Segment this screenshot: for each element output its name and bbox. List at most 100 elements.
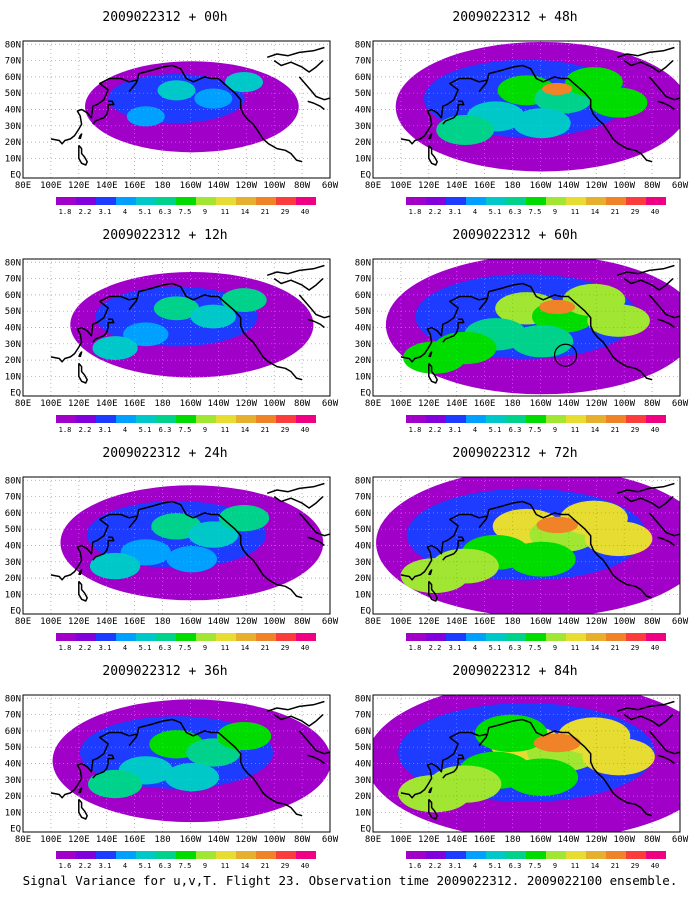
colorbar-label: 7.5 — [529, 208, 542, 216]
contour-band — [92, 336, 138, 360]
lat-tick-label: 50N — [355, 525, 371, 535]
coastline — [92, 536, 115, 561]
colorbar-label: 7.5 — [529, 862, 542, 870]
map-gridlines — [23, 695, 330, 832]
lon-tick-label: 140W — [558, 617, 580, 627]
lon-tick-label: 80W — [294, 835, 311, 845]
coastline — [657, 536, 675, 547]
colorbar-swatch — [406, 197, 426, 205]
colorbar-label: 21 — [261, 644, 269, 652]
coastline — [400, 64, 653, 163]
lon-tick-label: 80E — [365, 181, 381, 191]
contour-band — [542, 82, 573, 95]
lat-tick-label: 80N — [355, 258, 371, 268]
lon-tick-label: 80E — [15, 181, 31, 191]
panel-title: 2009022312 + 00h — [102, 10, 228, 25]
lat-tick-label: 20N — [5, 138, 21, 148]
coastline — [307, 536, 325, 547]
colorbar-swatch — [56, 415, 76, 423]
colorbar-label: 21 — [611, 208, 619, 216]
lon-tick-label: 180 — [504, 181, 520, 191]
colorbar-swatch — [76, 851, 96, 859]
colorbar-swatch — [586, 851, 606, 859]
colorbar-label: 40 — [301, 426, 309, 434]
lat-tick-label: 30N — [355, 558, 371, 568]
coastline — [50, 718, 303, 817]
map-frame — [22, 40, 331, 179]
coastline — [78, 133, 83, 140]
coastline — [442, 318, 465, 343]
colorbar-swatch — [276, 415, 296, 423]
colorbar-label: 9 — [553, 862, 557, 870]
coastlines — [50, 482, 330, 602]
map-frame — [372, 40, 681, 179]
colorbar-label: 6.3 — [159, 644, 172, 652]
coastline — [78, 580, 88, 602]
colorbar-swatch — [136, 633, 156, 641]
colorbar-label: 29 — [631, 208, 639, 216]
lon-tick-label: 100E — [390, 399, 412, 409]
colorbar-label: 7.5 — [179, 644, 192, 652]
colorbar-label: 3.1 — [99, 426, 112, 434]
colorbar-label: 4 — [473, 862, 477, 870]
lon-tick-label: 120W — [235, 399, 257, 409]
lon-tick-label: 80E — [15, 835, 31, 845]
map-gridlines — [373, 41, 680, 178]
colorbar-swatch — [466, 415, 486, 423]
lat-tick-label: 30N — [5, 340, 21, 350]
coastline — [428, 798, 438, 820]
coastlines — [50, 264, 330, 384]
coastline — [623, 277, 674, 291]
lat-tick-label: 50N — [5, 89, 21, 99]
colorbar-swatch — [196, 197, 216, 205]
colorbar-swatch — [96, 633, 116, 641]
colorbar-label: 6.3 — [159, 426, 172, 434]
lat-tick-label: 80N — [5, 258, 21, 268]
coastline — [478, 297, 489, 311]
coastline — [648, 76, 680, 101]
colorbar-swatch — [486, 851, 506, 859]
colorbar-label: 11 — [221, 426, 229, 434]
lon-tick-label: 80W — [294, 181, 311, 191]
lat-tick-label: EQ — [360, 171, 371, 181]
lon-tick-label: 160W — [530, 399, 552, 409]
coastline — [92, 100, 115, 125]
coastline — [307, 754, 325, 765]
lon-tick-label: 80E — [365, 617, 381, 627]
colorbar-swatch — [486, 415, 506, 423]
coastline — [648, 512, 680, 537]
colorbar-label: 29 — [281, 426, 289, 434]
contour-band — [188, 521, 239, 548]
colorbar-swatch — [196, 633, 216, 641]
coastline — [298, 730, 330, 755]
lat-tick-label: 70N — [355, 493, 371, 503]
lon-tick-label: 120E — [68, 181, 90, 191]
contour-band — [126, 106, 165, 127]
colorbar-swatch — [626, 633, 646, 641]
lat-tick-label: 30N — [5, 122, 21, 132]
coastline — [478, 733, 489, 747]
colorbar: 1.8 2.2 3.1 4 5.1 6.3 7.5 9 11 14 21 29 40 — [56, 415, 316, 434]
coastline — [50, 282, 303, 381]
colorbar-label: 29 — [281, 208, 289, 216]
lat-tick-label: 70N — [355, 711, 371, 721]
colorbar-label: 40 — [301, 644, 309, 652]
lon-tick-label: 100E — [40, 835, 62, 845]
colorbar-swatch — [526, 197, 546, 205]
coastline — [442, 754, 465, 779]
lon-tick-label: 160E — [124, 617, 146, 627]
colorbar-label: 7.5 — [179, 208, 192, 216]
colorbar-swatch — [96, 197, 116, 205]
colorbar-label: 1.8 — [409, 644, 422, 652]
lat-tick-label: 40N — [5, 106, 21, 116]
colorbar-label: 3.1 — [99, 208, 112, 216]
lat-tick-label: EQ — [10, 607, 21, 617]
lon-tick-label: 60W — [672, 835, 689, 845]
coastline — [266, 482, 325, 495]
lon-tick-label: 80E — [365, 399, 381, 409]
colorbar-label: 2.2 — [79, 862, 92, 870]
lat-tick-label: 50N — [5, 525, 21, 535]
lon-tick-label: 100W — [263, 399, 285, 409]
